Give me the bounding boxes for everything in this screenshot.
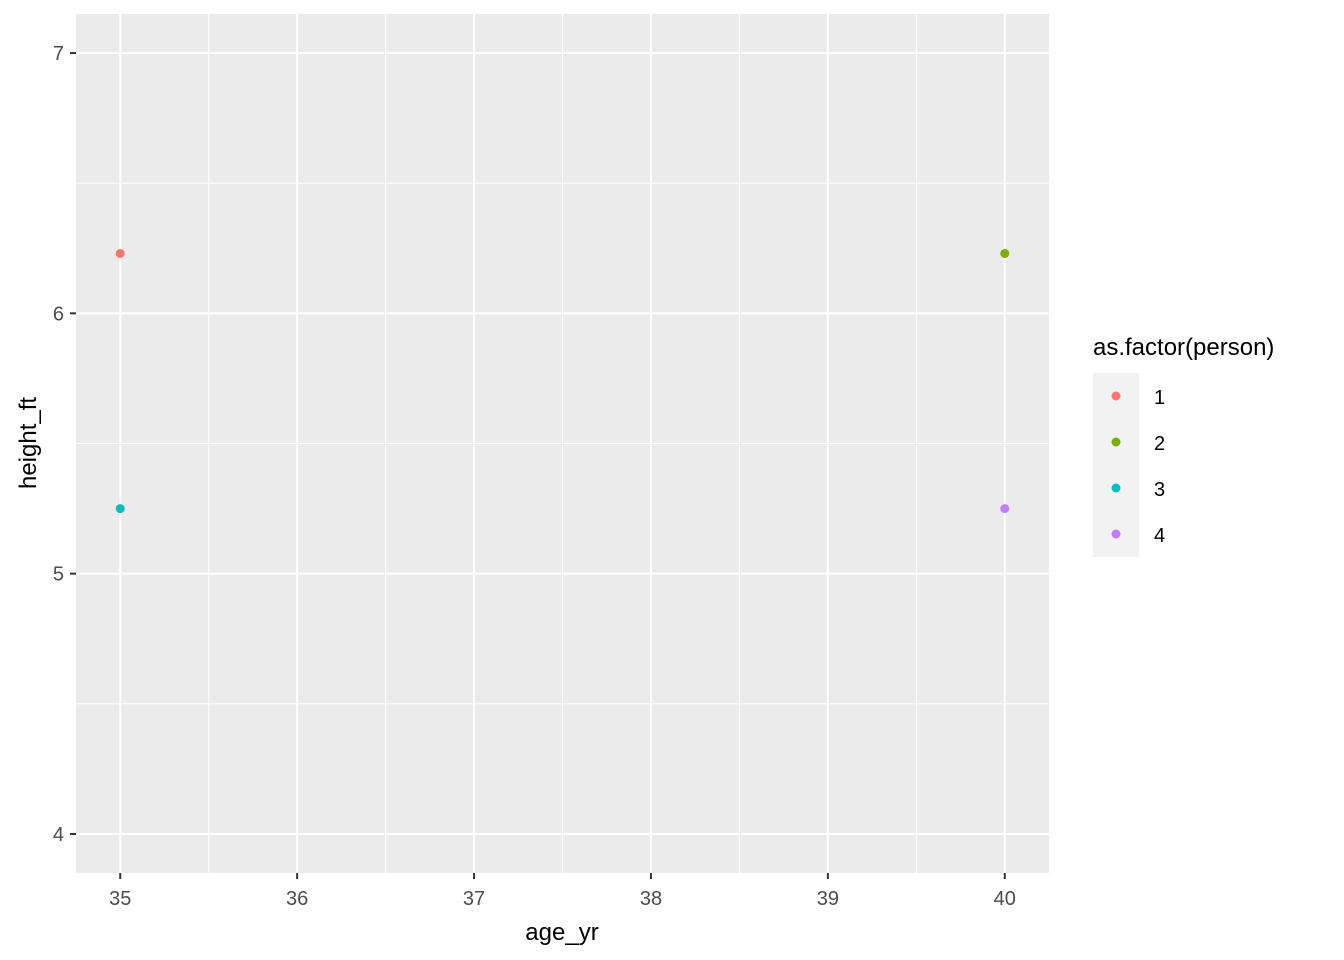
major-gridlines (76, 14, 1049, 873)
x-tick-label: 36 (286, 888, 308, 910)
x-tick-label: 40 (994, 888, 1016, 910)
x-axis: 35 36 37 38 39 40 (109, 873, 1016, 910)
legend-key-person-1 (1111, 391, 1121, 401)
legend-key-person-3 (1111, 483, 1121, 493)
x-tick-label: 37 (463, 888, 485, 910)
legend: as.factor(person) 1 2 3 4 (1093, 334, 1274, 557)
legend-label: 4 (1154, 525, 1165, 547)
data-points (115, 248, 1010, 514)
y-tick-label: 4 (53, 824, 64, 846)
x-tick-label: 39 (817, 888, 839, 910)
legend-key-background (1093, 373, 1139, 557)
data-point-person-4 (1000, 504, 1010, 514)
y-axis-title: height_ft (15, 397, 42, 489)
data-point-person-2 (1000, 248, 1010, 258)
y-tick-label: 6 (53, 303, 64, 325)
legend-label: 1 (1154, 387, 1165, 409)
y-axis: 4 5 6 7 (53, 43, 76, 846)
minor-gridlines (76, 14, 1049, 873)
legend-label: 2 (1154, 433, 1165, 455)
legend-items: 1 2 3 4 (1111, 387, 1165, 547)
data-point-person-1 (115, 248, 125, 258)
x-axis-title: age_yr (525, 919, 598, 946)
legend-label: 3 (1154, 479, 1165, 501)
legend-key-person-4 (1111, 529, 1121, 539)
y-tick-label: 7 (53, 43, 64, 65)
legend-key-person-2 (1111, 437, 1121, 447)
y-tick-label: 5 (53, 564, 64, 586)
data-point-person-3 (115, 504, 125, 514)
x-tick-label: 35 (109, 888, 131, 910)
x-tick-label: 38 (640, 888, 662, 910)
legend-title: as.factor(person) (1093, 334, 1274, 361)
